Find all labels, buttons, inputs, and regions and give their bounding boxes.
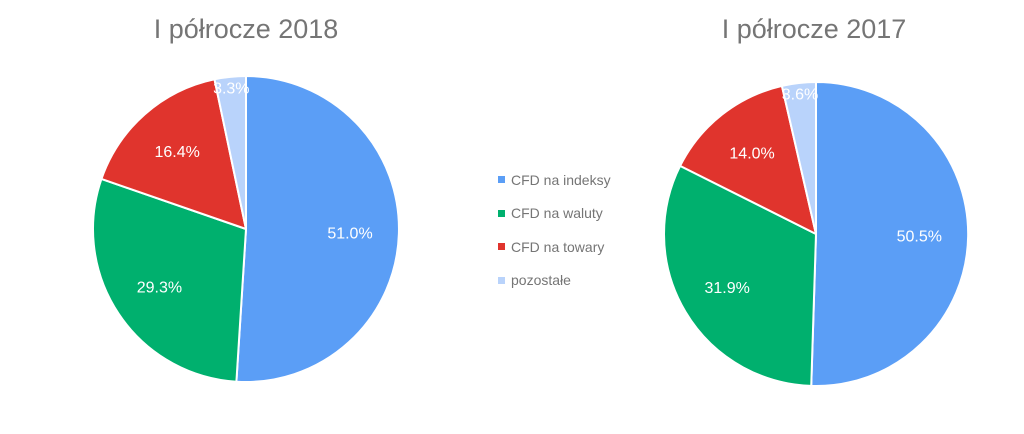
- legend-swatch: [498, 176, 505, 184]
- legend-swatch: [498, 243, 505, 251]
- legend-label: pozostałe: [511, 272, 571, 289]
- pie-slice: [663, 164, 817, 387]
- legend: CFD na indeksy CFD na waluty CFD na towa…: [498, 163, 611, 297]
- slice-label: 16.4%: [155, 144, 200, 161]
- legend-item-indeksy: CFD na indeksy: [498, 163, 611, 197]
- slice-label: 31.9%: [705, 280, 750, 297]
- slice-label: 51.0%: [327, 225, 372, 242]
- legend-swatch: [498, 276, 505, 284]
- chart-title-2017: I półrocze 2017: [721, 14, 907, 44]
- pie-slice: [100, 78, 247, 230]
- chart-title-2018: I półrocze 2018: [153, 14, 339, 44]
- pie-slice: [92, 177, 247, 383]
- legend-swatch: [498, 209, 505, 217]
- legend-item-towary: CFD na towary: [498, 230, 611, 264]
- slice-label: 29.3%: [137, 280, 182, 297]
- slice-label: 14.0%: [729, 146, 774, 163]
- slice-label: 3.6%: [782, 87, 818, 104]
- legend-label: CFD na towary: [511, 238, 605, 255]
- legend-item-waluty: CFD na waluty: [498, 197, 611, 231]
- legend-item-pozostale: pozostałe: [498, 264, 611, 298]
- slice-label: 3.3%: [213, 81, 249, 98]
- pie-slice: [235, 75, 400, 383]
- pie-slice: [780, 81, 817, 235]
- slice-label: 50.5%: [897, 229, 942, 246]
- pie-slice: [810, 81, 970, 387]
- pie-slice: [213, 75, 247, 230]
- legend-label: CFD na indeksy: [511, 171, 611, 188]
- pie-slice: [679, 84, 817, 235]
- legend-label: CFD na waluty: [511, 205, 603, 222]
